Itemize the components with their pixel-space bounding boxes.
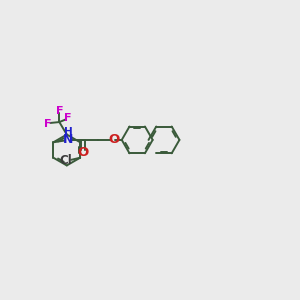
Text: F: F <box>64 112 71 123</box>
Text: O: O <box>77 146 89 160</box>
Text: F: F <box>44 118 52 128</box>
Text: N: N <box>63 134 74 146</box>
Text: H: H <box>64 127 73 136</box>
Text: F: F <box>56 106 63 116</box>
Text: O: O <box>109 134 120 146</box>
Text: Cl: Cl <box>60 154 73 167</box>
